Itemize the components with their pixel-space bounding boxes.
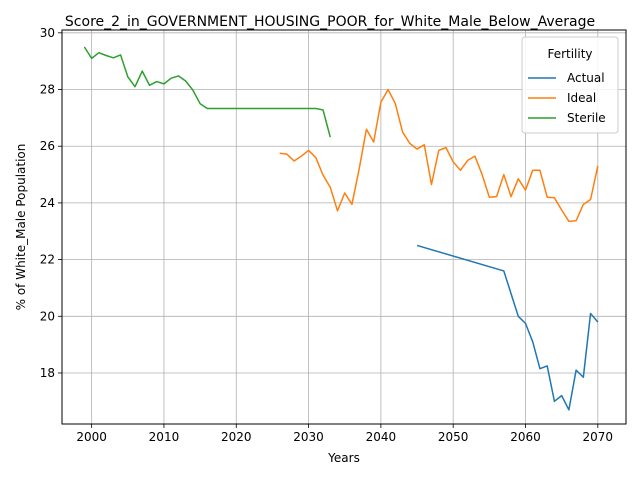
y-axis-ticks: 18 20 22 24 26 28 30 <box>40 26 62 380</box>
y-tick-label: 26 <box>40 139 55 153</box>
legend-title: Fertility <box>547 47 592 61</box>
y-axis-label: % of White_Male Population <box>14 144 28 311</box>
x-tick-label: 2020 <box>221 430 252 444</box>
x-tick-label: 2070 <box>583 430 614 444</box>
legend-label-actual: Actual <box>567 71 605 85</box>
series-line-actual <box>416 244 599 411</box>
x-tick-label: 2040 <box>366 430 397 444</box>
x-tick-label: 2010 <box>149 430 180 444</box>
series-line-ideal <box>279 88 599 223</box>
y-tick-label: 20 <box>40 309 55 323</box>
series-lines <box>83 46 599 411</box>
legend-label-sterile: Sterile <box>567 111 606 125</box>
series-line-sterile <box>83 46 331 138</box>
x-tick-label: 2060 <box>510 430 541 444</box>
x-tick-label: 2050 <box>438 430 469 444</box>
plot-frame <box>61 29 627 425</box>
x-tick-label: 2000 <box>76 430 107 444</box>
y-tick-label: 28 <box>40 83 55 97</box>
x-axis-ticks: 2000 2010 2020 2030 2040 2050 2060 2070 <box>76 424 613 444</box>
y-tick-label: 18 <box>40 366 55 380</box>
legend-label-ideal: Ideal <box>567 91 596 105</box>
legend-box <box>521 36 619 134</box>
y-tick-label: 24 <box>40 196 55 210</box>
x-axis-label: Years <box>327 451 360 465</box>
y-tick-label: 22 <box>40 253 55 267</box>
x-tick-label: 2030 <box>293 430 324 444</box>
legend: Fertility Actual Ideal Sterile <box>521 36 619 134</box>
y-tick-label: 30 <box>40 26 55 40</box>
chart-title: Score_2_in_GOVERNMENT_HOUSING_POOR_for_W… <box>65 14 595 30</box>
